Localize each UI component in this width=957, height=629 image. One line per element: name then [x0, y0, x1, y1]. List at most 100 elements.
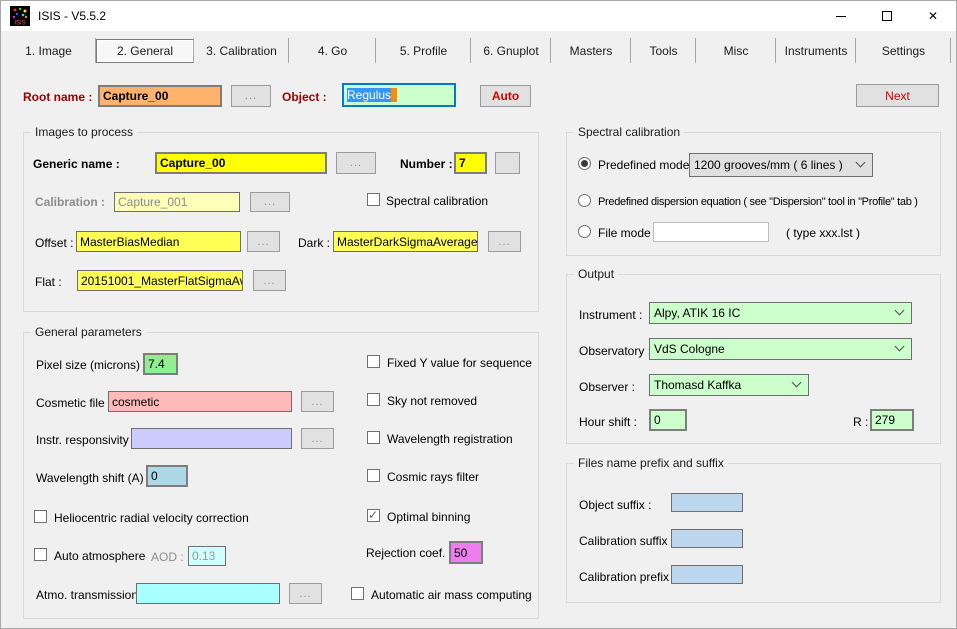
instrument-dropdown[interactable]: Alpy, ATIK 16 IC	[649, 302, 912, 324]
root-name-browse-button[interactable]: ...	[231, 85, 271, 107]
grooves-dropdown[interactable]: 1200 grooves/mm ( 6 lines )	[689, 153, 873, 177]
offset-field[interactable]: MasterBiasMedian	[76, 231, 241, 252]
heliocentric-checkbox[interactable]	[34, 510, 47, 523]
tab-go[interactable]: 4. Go	[289, 37, 376, 65]
tab-image[interactable]: 1. Image	[1, 37, 96, 65]
cosmetic-browse-button[interactable]: ...	[301, 391, 334, 412]
rejection-coef-label: Rejection coef. :	[366, 546, 453, 560]
output-group	[566, 274, 941, 444]
generic-name-browse-button[interactable]: ...	[336, 152, 376, 174]
tab-profile[interactable]: 5. Profile	[376, 37, 471, 65]
auto-atmosphere-checkbox[interactable]	[34, 548, 47, 561]
output-title: Output	[574, 267, 619, 281]
object-label: Object :	[282, 90, 327, 104]
tab-label: 5. Profile	[399, 44, 448, 58]
browse-label: ...	[311, 395, 324, 408]
spectral-calibration-checkbox[interactable]	[367, 193, 380, 206]
tab-label: Masters	[569, 44, 613, 58]
atmo-transmission-field[interactable]	[136, 583, 280, 604]
tab-gnuplot[interactable]: 6. Gnuplot	[471, 37, 551, 65]
offset-browse-button[interactable]: ...	[247, 231, 280, 252]
flat-browse-button[interactable]: ...	[253, 270, 286, 291]
flat-label: Flat :	[35, 275, 62, 289]
number-button[interactable]	[495, 152, 520, 174]
wavelength-registration-checkbox[interactable]	[367, 431, 380, 444]
optimal-binning-checkbox-label[interactable]: Optimal binning	[387, 510, 471, 524]
maximize-button[interactable]	[864, 1, 910, 31]
observatory-dropdown[interactable]: VdS Cologne	[649, 338, 912, 360]
cosmic-rays-checkbox-label[interactable]: Cosmic rays filter	[387, 470, 480, 484]
browse-label: ...	[263, 196, 277, 208]
dark-browse-button[interactable]: ...	[488, 231, 521, 252]
predefined-mode-radio[interactable]	[578, 157, 591, 170]
file-mode-radio[interactable]	[578, 225, 591, 238]
calibration-prefix-field[interactable]	[671, 565, 743, 584]
dark-field[interactable]: MasterDarkSigmaAverage_12	[333, 231, 478, 252]
chevron-down-icon	[791, 377, 802, 388]
air-mass-checkbox-label[interactable]: Automatic air mass computing	[371, 588, 532, 602]
spectral-calibration-checkbox-label[interactable]: Spectral calibration	[386, 194, 489, 208]
pixel-size-field[interactable]: 7.4	[143, 353, 178, 375]
hour-shift-label: Hour shift :	[579, 415, 638, 429]
tab-misc[interactable]: Misc	[696, 37, 776, 65]
sky-not-removed-checkbox[interactable]	[367, 393, 380, 406]
tab-settings[interactable]: Settings	[856, 37, 951, 65]
predefined-dispersion-radio-label[interactable]: Predefined dispersion equation ( see "Di…	[598, 196, 918, 208]
auto-atmosphere-checkbox-label[interactable]: Auto atmosphere	[54, 549, 146, 563]
hour-shift-field[interactable]: 0	[649, 409, 687, 431]
svg-text:ISIS: ISIS	[14, 21, 25, 27]
predefined-mode-radio-label[interactable]: Predefined mode	[598, 158, 690, 172]
tab-label: 4. Go	[317, 44, 348, 58]
cosmic-rays-checkbox[interactable]	[367, 469, 380, 482]
calibration-suffix-field[interactable]	[671, 529, 743, 548]
tab-tools[interactable]: Tools	[631, 37, 696, 65]
aod-field[interactable]: 0.13	[188, 546, 226, 566]
generic-name-field[interactable]: Capture_00	[155, 152, 327, 174]
predefined-dispersion-radio[interactable]	[578, 194, 591, 207]
images-to-process-title: Images to process	[31, 125, 138, 139]
optimal-binning-checkbox[interactable]	[367, 508, 380, 522]
pixel-size-value: 7.4	[148, 357, 165, 371]
tab-masters[interactable]: Masters	[551, 37, 631, 65]
object-field[interactable]: Regulus	[342, 83, 456, 107]
r-field[interactable]: 279	[870, 409, 914, 431]
tab-general[interactable]: 2. General	[96, 37, 194, 65]
instr-responsivity-field[interactable]	[131, 428, 292, 449]
auto-button[interactable]: Auto	[480, 85, 531, 107]
cosmetic-file-field[interactable]: cosmetic	[108, 391, 292, 412]
air-mass-checkbox[interactable]	[351, 587, 364, 600]
cosmetic-file-label: Cosmetic file :	[36, 396, 112, 410]
minimize-button[interactable]	[818, 1, 864, 31]
hour-shift-value: 0	[654, 413, 661, 427]
root-name-field[interactable]: Capture_00	[98, 85, 222, 107]
root-name-value: Capture_00	[103, 89, 169, 103]
instrument-dropdown-value: Alpy, ATIK 16 IC	[654, 306, 741, 320]
object-suffix-field[interactable]	[671, 493, 743, 512]
file-mode-radio-label[interactable]: File mode :	[598, 226, 658, 240]
heliocentric-checkbox-label[interactable]: Heliocentric radial velocity correction	[54, 511, 249, 525]
calibration-browse-button[interactable]: ...	[250, 192, 290, 212]
calibration-field[interactable]: Capture_001	[114, 192, 240, 212]
files-prefix-suffix-group	[566, 463, 941, 603]
browse-label: ...	[299, 587, 312, 600]
chevron-down-icon	[894, 305, 905, 316]
calibration-prefix-label: Calibration prefix :	[579, 570, 676, 584]
fixed-y-checkbox-label[interactable]: Fixed Y value for sequence	[387, 356, 532, 370]
dark-value: MasterDarkSigmaAverage_12	[337, 234, 478, 249]
rejection-coef-field[interactable]: 50	[449, 541, 483, 564]
wavelength-registration-checkbox-label[interactable]: Wavelength registration	[387, 432, 513, 446]
instr-responsivity-browse-button[interactable]: ...	[301, 428, 334, 449]
observer-dropdown[interactable]: Thomasd Kaffka	[649, 374, 809, 396]
fixed-y-checkbox[interactable]	[367, 355, 380, 368]
file-mode-field[interactable]	[653, 222, 769, 242]
atmo-transmission-browse-button[interactable]: ...	[289, 583, 322, 604]
sky-not-removed-checkbox-label[interactable]: Sky not removed	[387, 394, 478, 408]
number-field[interactable]: 7	[454, 152, 487, 174]
wavelength-shift-field[interactable]: 0	[146, 465, 188, 487]
tab-calibration[interactable]: 3. Calibration	[194, 37, 289, 65]
next-button[interactable]: Next	[856, 84, 939, 107]
flat-field[interactable]: 20151001_MasterFlatSigmaAvera	[77, 270, 243, 291]
close-button[interactable]: ✕	[910, 1, 956, 31]
tab-instruments[interactable]: Instruments	[776, 37, 856, 65]
